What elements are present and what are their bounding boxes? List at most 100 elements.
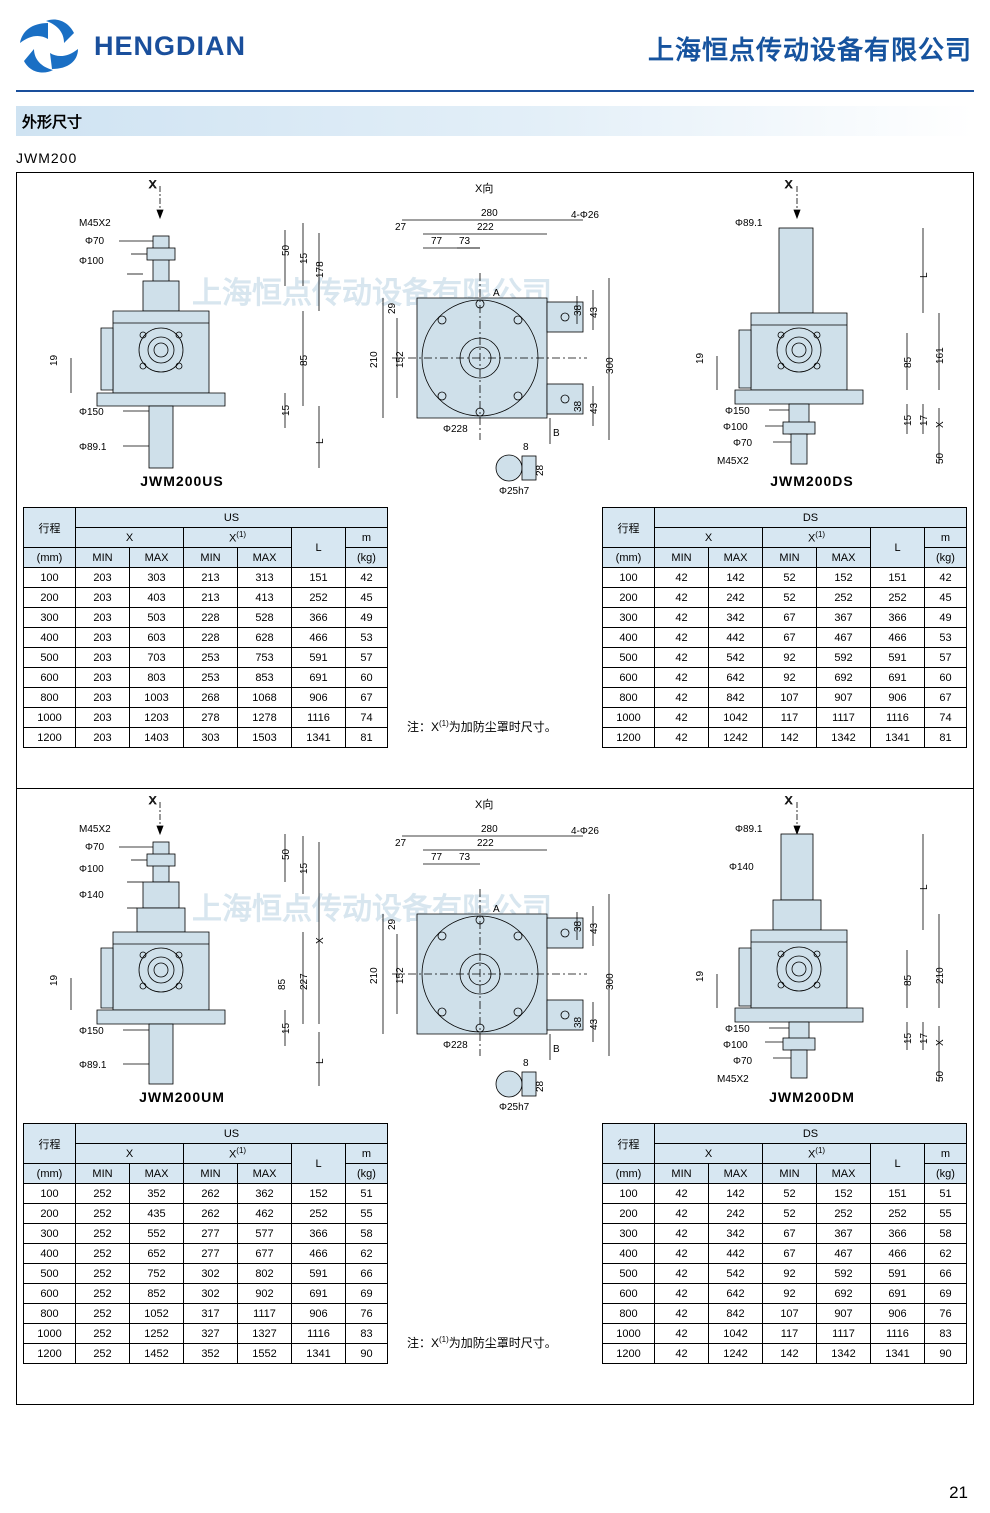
cell: 691	[870, 1283, 925, 1304]
table-row: 400 42 442 67 467 466 53	[602, 627, 967, 648]
fan-logo-icon	[20, 19, 78, 73]
cell: 252	[870, 587, 925, 608]
cell: 100	[602, 567, 655, 588]
cell: 200	[23, 587, 76, 608]
cell: 203	[75, 707, 130, 728]
cell: 81	[345, 727, 388, 748]
cell: 42	[654, 687, 709, 708]
svg-text:222: 222	[477, 838, 494, 849]
cell: 262	[183, 1203, 238, 1224]
table-row: 1000 252 1252 327 1327 1116 83	[23, 1323, 388, 1344]
cell: 500	[23, 647, 76, 668]
svg-text:222: 222	[477, 222, 494, 233]
cell: 67	[924, 687, 967, 708]
cell: 1342	[816, 727, 871, 748]
cell: 1341	[870, 727, 925, 748]
svg-text:Φ89.1: Φ89.1	[735, 218, 763, 229]
th-max2: MAX	[816, 547, 871, 568]
cell: 152	[291, 1183, 346, 1204]
table-us-top: 行程 US X X(1) L m (mm) MIN MAX	[23, 507, 388, 748]
cell: 303	[129, 567, 184, 588]
cell: 90	[345, 1343, 388, 1364]
svg-text:B: B	[553, 1044, 560, 1055]
cell: 228	[183, 607, 238, 628]
cell: 76	[345, 1303, 388, 1324]
cell: 228	[183, 627, 238, 648]
cell: 800	[602, 687, 655, 708]
cell: 1503	[237, 727, 292, 748]
svg-text:X: X	[785, 795, 793, 807]
cell: 500	[602, 1263, 655, 1284]
cell: 703	[129, 647, 184, 668]
cell: 57	[924, 647, 967, 668]
cell: 45	[924, 587, 967, 608]
cell: 1042	[708, 707, 763, 728]
table-row: 600 203 803 253 853 691 60	[23, 667, 388, 688]
cell: 53	[924, 627, 967, 648]
cell: 51	[345, 1183, 388, 1204]
table-row: 1000 42 1042 117 1117 1116 74	[602, 707, 967, 728]
th-m: m	[924, 527, 967, 548]
cell: 327	[183, 1323, 238, 1344]
cell: 752	[129, 1263, 184, 1284]
cell: 52	[762, 1183, 817, 1204]
cell: 242	[708, 587, 763, 608]
cell: 1000	[602, 1323, 655, 1344]
cell: 366	[870, 607, 925, 628]
table-us-bottom: 行程 US X X(1) L m (mm) MIN MAX	[23, 1123, 388, 1364]
cell: 42	[654, 667, 709, 688]
cell: 1342	[816, 1343, 871, 1364]
cell: 252	[75, 1223, 130, 1244]
svg-text:15: 15	[299, 862, 310, 874]
cell: 366	[291, 607, 346, 628]
cell: 252	[75, 1323, 130, 1344]
cell: 1117	[816, 1323, 871, 1344]
table-row: 800 42 842 107 907 906 76	[602, 1303, 967, 1324]
cell: 92	[762, 1283, 817, 1304]
svg-text:73: 73	[459, 852, 471, 863]
cell: 542	[708, 1263, 763, 1284]
cell: 52	[762, 567, 817, 588]
table-row: 200 42 242 52 252 252 45	[602, 587, 967, 608]
cell: 642	[708, 1283, 763, 1304]
cell: 542	[708, 647, 763, 668]
cell: 528	[237, 607, 292, 628]
cell: 317	[183, 1303, 238, 1324]
table-row: 100 252 352 262 362 152 51	[23, 1183, 388, 1204]
cell: 142	[708, 567, 763, 588]
cell: 66	[345, 1263, 388, 1284]
cell: 300	[23, 607, 76, 628]
svg-text:152: 152	[395, 351, 406, 368]
th-max2: MAX	[816, 1163, 871, 1184]
cell: 107	[762, 1303, 817, 1324]
cell: 42	[654, 1183, 709, 1204]
section-title-bar: 外形尺寸	[16, 106, 974, 136]
cell: 55	[345, 1203, 388, 1224]
drawing-x-view-bottom: X向	[369, 797, 616, 1113]
cell: 1200	[23, 1343, 76, 1364]
svg-text:4-Φ26: 4-Φ26	[571, 826, 599, 837]
svg-text:Φ140: Φ140	[79, 890, 104, 901]
th-max1: MAX	[129, 1163, 184, 1184]
cell: 300	[602, 607, 655, 628]
cell: 67	[762, 1223, 817, 1244]
svg-text:Φ140: Φ140	[729, 862, 754, 873]
th-min1: MIN	[75, 547, 130, 568]
cell: 66	[924, 1263, 967, 1284]
th-max1: MAX	[129, 547, 184, 568]
cell: 69	[345, 1283, 388, 1304]
caption-jwm200dm: JWM200DM	[769, 1089, 855, 1105]
svg-text:38: 38	[573, 1016, 584, 1028]
th-stroke: 行程	[23, 1123, 76, 1164]
cell: 600	[23, 1283, 76, 1304]
table-row: 500 252 752 302 802 591 66	[23, 1263, 388, 1284]
cell: 42	[654, 707, 709, 728]
note-suffix: 为加防尘罩时尺寸。	[448, 720, 557, 734]
cell: 252	[75, 1283, 130, 1304]
svg-text:Φ100: Φ100	[723, 422, 748, 433]
cell: 628	[237, 627, 292, 648]
svg-text:50: 50	[935, 1070, 946, 1082]
cell: 69	[924, 1283, 967, 1304]
cell: 151	[870, 567, 925, 588]
svg-text:Φ70: Φ70	[85, 236, 105, 247]
